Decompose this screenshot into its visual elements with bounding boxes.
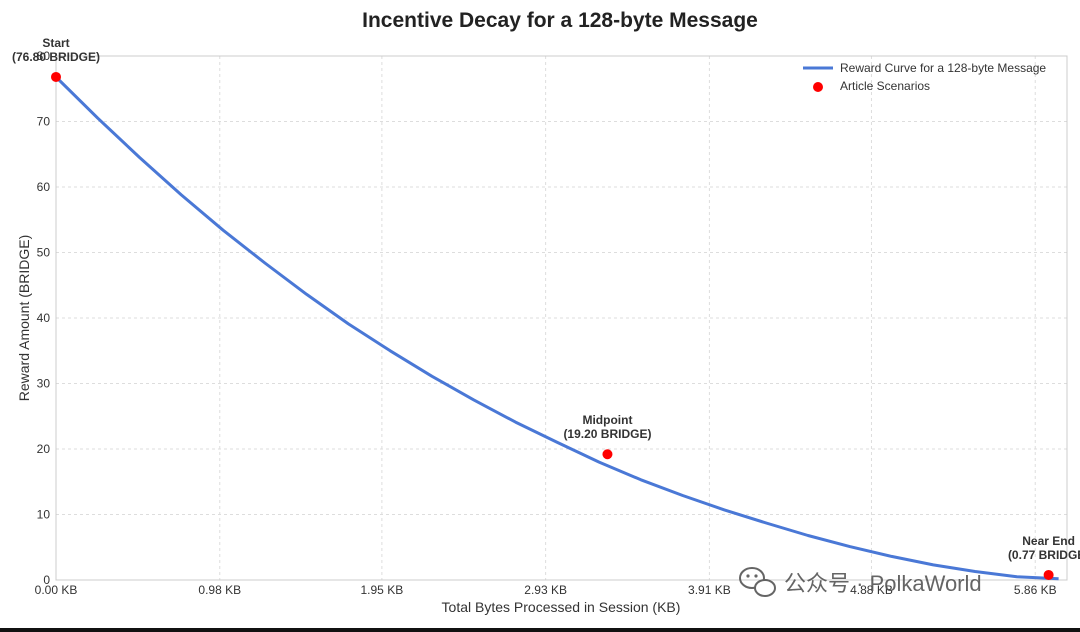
scenario-point <box>51 71 61 82</box>
chart-title: Incentive Decay for a 128-byte Message <box>362 9 758 32</box>
watermark-text: 公众号 · PolkaWorld <box>784 571 982 596</box>
bottom-border <box>0 628 1080 632</box>
scenario-label-value: (76.80 BRIDGE) <box>12 50 100 64</box>
x-axis-label: Total Bytes Processed in Session (KB) <box>442 599 681 615</box>
x-tick-label: 4.88 KB <box>850 583 893 597</box>
plot-area <box>55 55 1068 581</box>
scenario-point <box>1043 569 1054 580</box>
y-tick-label: 20 <box>37 442 51 456</box>
points-layer <box>51 71 1054 580</box>
y-tick-label: 0 <box>43 573 50 587</box>
y-tick-label: 80 <box>37 49 51 63</box>
reward-curve-line <box>54 75 1059 581</box>
y-axis-label: Reward Amount (BRIDGE) <box>16 235 32 402</box>
y-tick-label: 60 <box>37 180 51 194</box>
x-tick-label: 5.86 KB <box>1014 583 1057 597</box>
scenario-label-title: Near End <box>1022 534 1075 548</box>
scenario-label-value: (0.77 BRIDGE) <box>1008 548 1080 562</box>
legend-point-swatch <box>813 82 823 92</box>
series-layer <box>54 75 1059 581</box>
x-tick-label: 1.95 KB <box>361 583 404 597</box>
scenario-label-title: Start <box>42 36 69 50</box>
x-tick-label: 0.00 KB <box>35 583 78 597</box>
watermark: 公众号 · PolkaWorld @PolkaWorld <box>739 567 998 618</box>
scenario-point <box>602 449 613 460</box>
x-tick-label: 0.98 KB <box>198 583 241 597</box>
logo-icon <box>879 596 901 618</box>
x-tick-label: 2.93 KB <box>524 583 567 597</box>
y-tick-label: 10 <box>37 508 51 522</box>
y-tick-label: 50 <box>37 246 51 260</box>
y-axis-ticks: 0 10 20 30 40 50 60 70 80 <box>37 49 51 587</box>
legend: Reward Curve for a 128-byte Message Arti… <box>803 61 1046 93</box>
wechat-icon <box>739 567 776 597</box>
y-tick-label: 40 <box>37 311 51 325</box>
legend-label-points: Article Scenarios <box>840 79 930 93</box>
watermark-subtext: @PolkaWorld <box>912 599 998 615</box>
y-tick-label: 70 <box>37 115 51 129</box>
x-axis-ticks: 0.00 KB 0.98 KB 1.95 KB 2.93 KB 3.91 KB 4.88 … <box>35 583 1057 597</box>
legend-label-curve: Reward Curve for a 128-byte Message <box>840 61 1046 75</box>
y-tick-label: 30 <box>37 377 51 391</box>
scenario-label-value: (19.20 BRIDGE) <box>563 427 651 441</box>
scenario-label-title: Midpoint <box>582 413 632 427</box>
annotations: Start(76.80 BRIDGE) Midpoint(19.20 BRIDGE… <box>12 36 1080 562</box>
x-tick-label: 3.91 KB <box>688 583 731 597</box>
